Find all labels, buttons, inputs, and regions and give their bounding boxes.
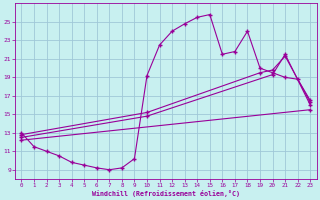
X-axis label: Windchill (Refroidissement éolien,°C): Windchill (Refroidissement éolien,°C)	[92, 190, 240, 197]
